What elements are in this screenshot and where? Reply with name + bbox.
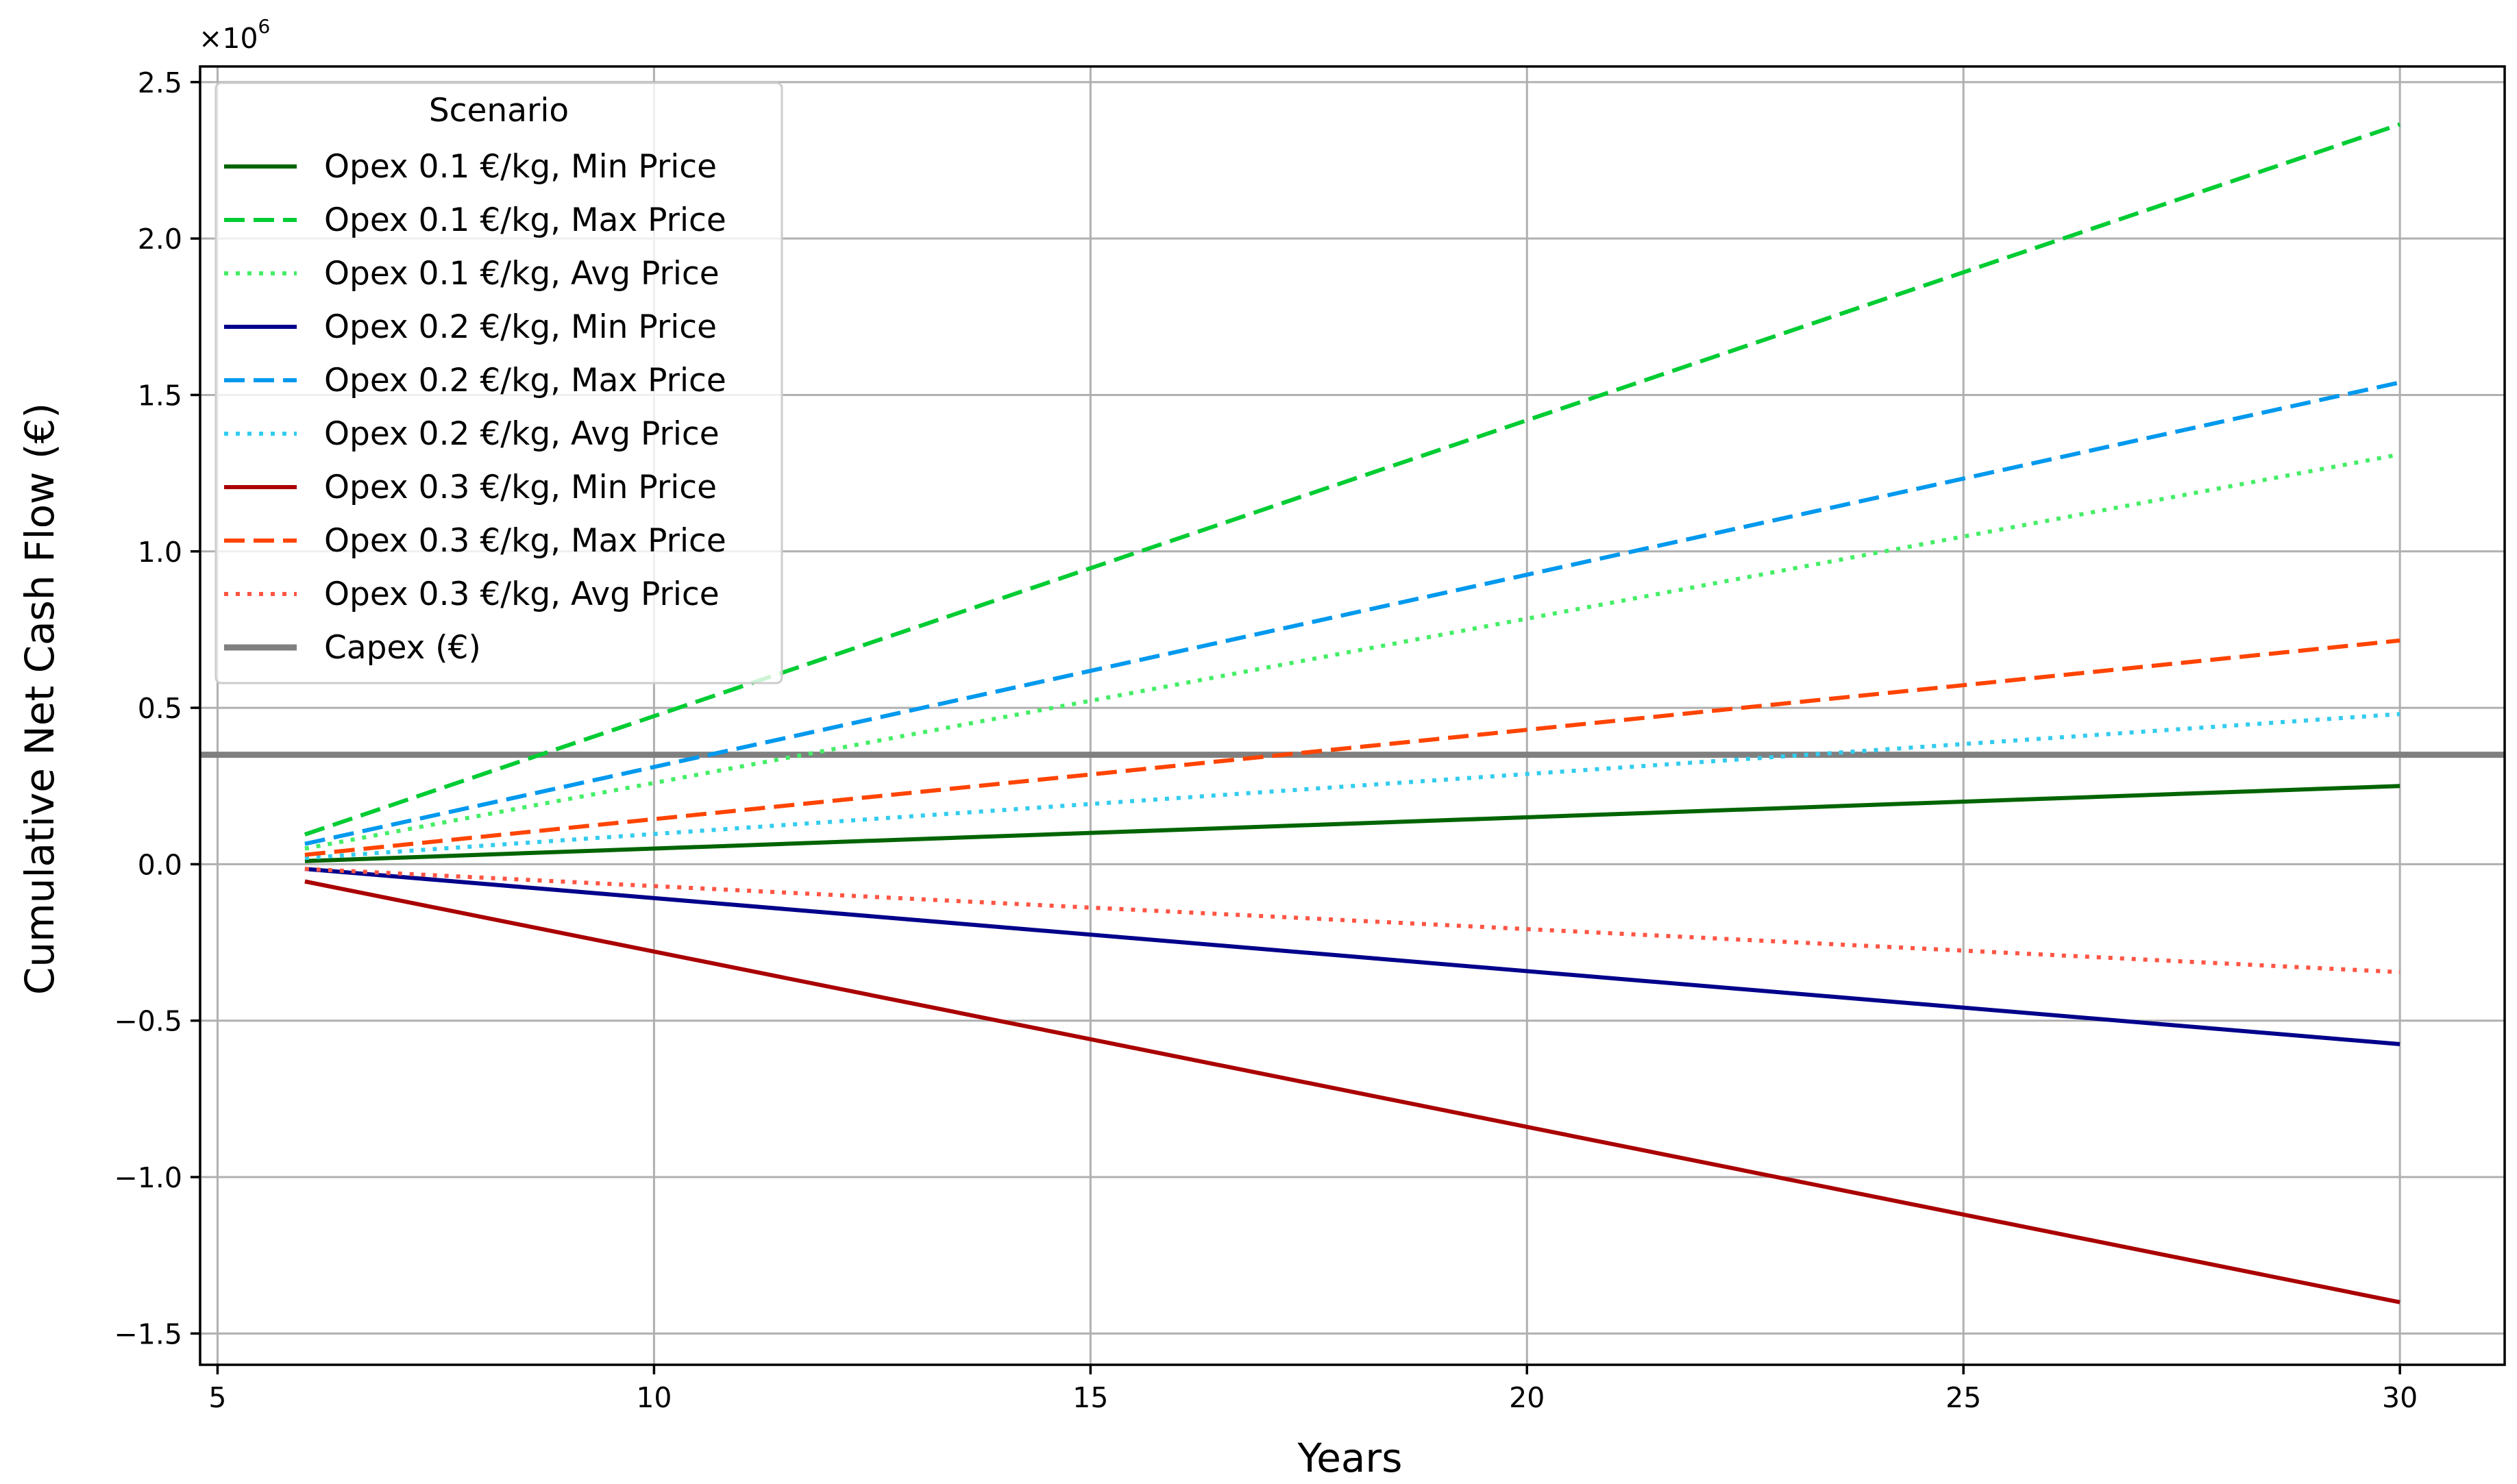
legend-box <box>214 82 783 684</box>
legend-label: Opex 0.1 €/kg, Min Price <box>324 148 717 186</box>
x-tick-label: 5 <box>208 1381 226 1414</box>
y-tick-label: 2.0 <box>138 223 182 256</box>
y-tick-label: 0.5 <box>138 692 182 725</box>
series-line-2 <box>304 122 2401 837</box>
y-offset-exponent: 6 <box>258 15 271 38</box>
y-tick-label: 1.0 <box>138 536 182 569</box>
legend-label: Opex 0.1 €/kg, Max Price <box>324 201 726 239</box>
x-tick-label: 30 <box>2382 1381 2418 1414</box>
x-tick-label: 25 <box>1945 1381 1981 1414</box>
y-tick-label: 2.5 <box>138 66 182 99</box>
series-line-5 <box>304 380 2401 846</box>
y-tick-label: 0.0 <box>138 848 182 881</box>
series-line-9 <box>304 867 2401 974</box>
series-line-6 <box>304 712 2401 861</box>
plot-frame <box>199 65 2506 1366</box>
legend: Scenario Opex 0.1 €/kg, Min Price Opex 0.1… <box>214 82 783 684</box>
y-tick-label: −1.5 <box>114 1318 182 1350</box>
y-offset-label: ×106 <box>199 15 270 55</box>
legend-label: Opex 0.3 €/kg, Max Price <box>324 522 726 560</box>
legend-label: Opex 0.3 €/kg, Min Price <box>324 469 717 506</box>
legend-label: Opex 0.2 €/kg, Max Price <box>324 362 726 399</box>
x-axis-title: Years <box>1297 1435 1402 1481</box>
x-tick-label: 20 <box>1509 1381 1545 1414</box>
legend-label: Opex 0.3 €/kg, Avg Price <box>324 576 720 613</box>
axes: 5 10 15 20 25 30 −1.5 −1.0 −0.5 0.0 0.5 1.0 1.5 2.0 2.… <box>114 65 2506 1414</box>
x-tick-label: 10 <box>636 1381 672 1414</box>
y-tick-label: −1.0 <box>114 1161 182 1194</box>
legend-label: Capex (€) <box>324 629 481 667</box>
series-line-7 <box>304 879 2401 1304</box>
y-offset-base: ×10 <box>199 22 258 55</box>
legend-label: Opex 0.2 €/kg, Avg Price <box>324 415 720 453</box>
series-line-4 <box>304 867 2401 1046</box>
series-line-8 <box>304 638 2401 857</box>
series-lines <box>200 122 2505 1304</box>
x-tick-label: 15 <box>1072 1381 1108 1414</box>
legend-title: Scenario <box>429 92 569 129</box>
legend-label: Opex 0.2 €/kg, Min Price <box>324 308 717 346</box>
legend-label: Opex 0.1 €/kg, Avg Price <box>324 255 720 293</box>
series-line-1 <box>304 784 2401 863</box>
y-tick-label: −0.5 <box>114 1005 182 1038</box>
y-axis-title: Cumulative Net Cash Flow (€) <box>16 403 63 995</box>
y-tick-label: 1.5 <box>138 379 182 412</box>
